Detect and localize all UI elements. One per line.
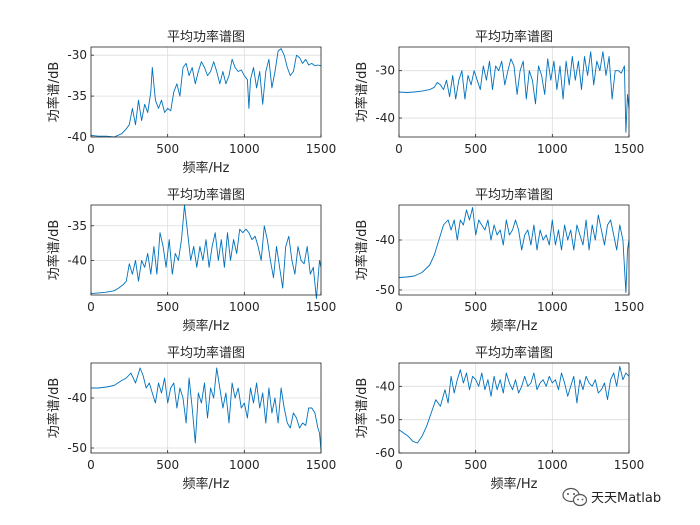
axes-box [90, 204, 322, 296]
x-tick-label: 1000 [229, 300, 260, 314]
y-tick-label: -40 [375, 379, 395, 393]
axes-box [398, 46, 630, 138]
y-axis-label: 功率谱/dB [46, 220, 62, 281]
plot-area [91, 363, 321, 453]
x-tick-label: 0 [87, 142, 95, 156]
x-tick-label: 0 [395, 300, 403, 314]
y-tick-label: -40 [67, 130, 87, 144]
x-tick-label: 500 [156, 142, 179, 156]
watermark: 天天Matlab [562, 487, 661, 507]
chart-title: 平均功率谱图 [167, 29, 245, 45]
x-tick-label: 0 [87, 300, 95, 314]
chart-title: 平均功率谱图 [167, 345, 245, 361]
x-tick-label: 500 [156, 300, 179, 314]
y-axis-label: 功率谱/dB [354, 62, 370, 123]
y-tick-label: -50 [375, 283, 395, 297]
x-tick-label: 1500 [306, 142, 337, 156]
chart-title: 平均功率谱图 [475, 29, 553, 45]
x-tick-label: 500 [464, 300, 487, 314]
x-tick-label: 500 [464, 142, 487, 156]
axes-box [398, 204, 630, 296]
series-line-1 [90, 204, 322, 299]
x-axis-label: 频率/Hz [183, 318, 230, 334]
axes-box [90, 362, 322, 454]
x-tick-label: 1500 [306, 458, 337, 472]
plot-area [399, 205, 629, 295]
y-axis-label: 功率谱/dB [46, 62, 62, 123]
y-tick-label: -30 [375, 64, 395, 78]
x-axis-label: 频率/Hz [183, 476, 230, 492]
x-tick-label: 1000 [537, 458, 568, 472]
y-tick-label: -50 [67, 441, 87, 455]
y-axis-label: 功率谱/dB [354, 220, 370, 281]
axes-box [90, 46, 322, 138]
y-tick-label: -40 [375, 233, 395, 247]
y-tick-label: -35 [67, 89, 87, 103]
plot-area [399, 47, 629, 137]
y-axis-label: 功率谱/dB [354, 378, 370, 439]
x-tick-label: 0 [395, 458, 403, 472]
series-line-1 [90, 48, 322, 138]
y-tick-label: -35 [67, 219, 87, 233]
wechat-icon [562, 487, 588, 507]
y-tick-label: -40 [375, 111, 395, 125]
x-tick-label: 1500 [614, 458, 645, 472]
y-tick-label: -30 [67, 48, 87, 62]
x-tick-label: 1000 [537, 300, 568, 314]
x-tick-label: 1000 [229, 142, 260, 156]
x-tick-label: 500 [156, 458, 179, 472]
x-axis-label: 频率/Hz [183, 160, 230, 176]
y-tick-label: -40 [67, 391, 87, 405]
y-axis-label: 功率谱/dB [46, 378, 62, 439]
x-tick-label: 0 [87, 458, 95, 472]
series-line-1 [398, 365, 630, 444]
chart-title: 平均功率谱图 [475, 345, 553, 361]
series-line-1 [398, 207, 630, 293]
series-line-1 [91, 367, 322, 451]
chart-title: 平均功率谱图 [475, 187, 553, 203]
x-axis-label: 频率/Hz [491, 318, 538, 334]
x-tick-label: 1500 [306, 300, 337, 314]
y-tick-label: -50 [375, 413, 395, 427]
chart-title: 平均功率谱图 [167, 187, 245, 203]
y-tick-label: -40 [67, 253, 87, 267]
plot-area [399, 363, 629, 453]
x-tick-label: 0 [395, 142, 403, 156]
x-tick-label: 500 [464, 458, 487, 472]
x-tick-label: 1000 [229, 458, 260, 472]
x-tick-label: 1000 [537, 142, 568, 156]
axes-box [398, 362, 630, 454]
plot-area [91, 205, 321, 295]
y-tick-label: -60 [375, 446, 395, 460]
x-tick-label: 1500 [614, 300, 645, 314]
plot-area [91, 47, 321, 137]
series-line-1 [398, 51, 630, 133]
watermark-text: 天天Matlab [591, 491, 661, 506]
x-tick-label: 1500 [614, 142, 645, 156]
x-axis-label: 频率/Hz [491, 476, 538, 492]
